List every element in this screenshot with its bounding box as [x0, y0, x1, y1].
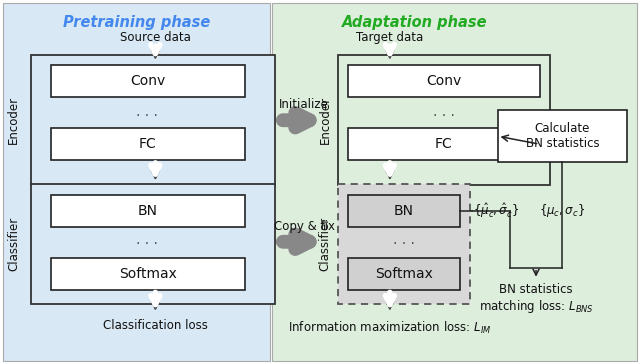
Bar	[498, 110, 627, 162]
Text: Conv: Conv	[426, 74, 461, 88]
Text: Initialize: Initialize	[279, 98, 329, 111]
Bar	[338, 184, 470, 304]
Text: FC: FC	[139, 137, 157, 151]
Text: Calculate
BN statistics: Calculate BN statistics	[525, 122, 599, 150]
Bar	[348, 195, 460, 227]
Bar	[348, 258, 460, 290]
Text: BN: BN	[394, 204, 414, 218]
Text: Classifier: Classifier	[7, 217, 20, 271]
Bar	[338, 55, 550, 185]
Text: BN statistics
matching loss: $L_{BNS}$: BN statistics matching loss: $L_{BNS}$	[479, 282, 593, 315]
Text: Adaptation phase: Adaptation phase	[342, 15, 488, 29]
Bar	[272, 3, 637, 361]
Text: Source data: Source data	[120, 31, 191, 44]
Text: . . .: . . .	[393, 233, 415, 247]
Text: . . .: . . .	[136, 233, 158, 247]
Text: . . .: . . .	[433, 105, 454, 119]
Bar	[31, 184, 275, 304]
Text: FC: FC	[435, 137, 452, 151]
Text: BN: BN	[138, 204, 158, 218]
Bar	[31, 55, 275, 185]
Text: Classification loss: Classification loss	[103, 320, 208, 332]
Text: $\{\mu_c, \sigma_c\}$: $\{\mu_c, \sigma_c\}$	[540, 202, 586, 219]
Text: Pretraining phase: Pretraining phase	[63, 15, 210, 29]
Bar	[3, 3, 270, 361]
Text: Encoder: Encoder	[319, 96, 332, 144]
Text: . . .: . . .	[136, 105, 158, 119]
Text: Encoder: Encoder	[7, 96, 20, 144]
Bar	[51, 128, 245, 160]
Text: Conv: Conv	[131, 74, 166, 88]
Text: Classifier: Classifier	[319, 217, 332, 271]
Bar	[348, 128, 540, 160]
Bar	[51, 195, 245, 227]
Text: Copy & fix: Copy & fix	[273, 220, 335, 233]
Text: Softmax: Softmax	[375, 267, 433, 281]
Bar	[348, 66, 540, 97]
Bar	[51, 258, 245, 290]
Text: $\{\hat{\mu}_c, \hat{\sigma}_c\}$: $\{\hat{\mu}_c, \hat{\sigma}_c\}$	[473, 201, 519, 220]
Text: Information maximization loss: $L_{IM}$: Information maximization loss: $L_{IM}$	[288, 320, 492, 336]
Bar	[51, 66, 245, 97]
Text: Target data: Target data	[356, 31, 424, 44]
Text: Softmax: Softmax	[119, 267, 177, 281]
